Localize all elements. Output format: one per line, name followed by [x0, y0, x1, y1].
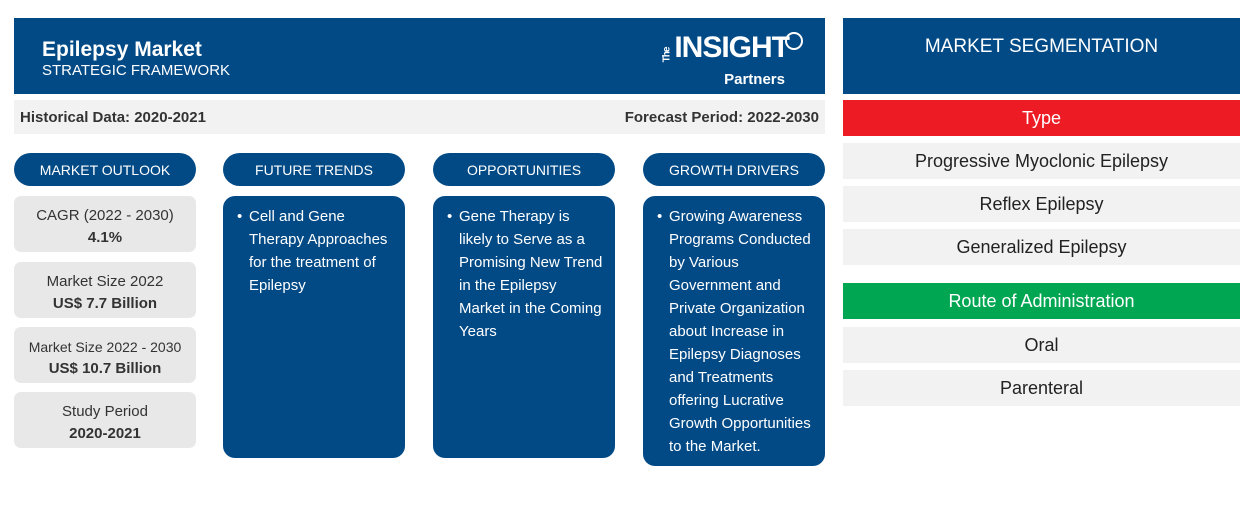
opportunities-box: • Gene Therapy is likely to Serve as a Pr…	[433, 196, 615, 458]
segment-item: Oral	[843, 327, 1240, 363]
segment-item: Progressive Myoclonic Epilepsy	[843, 143, 1240, 179]
outlook-card-market-size-forecast: Market Size 2022 - 2030 US$ 10.7 Billion	[14, 327, 196, 383]
segment-type-header: Type	[843, 100, 1240, 136]
segmentation-title: MARKET SEGMENTATION	[843, 18, 1240, 94]
forecast-period: Forecast Period: 2022-2030	[624, 109, 819, 126]
page-title: Epilepsy Market	[42, 38, 202, 61]
historical-data: Historical Data: 2020-2021	[20, 109, 206, 126]
future-trends-header: FUTURE TRENDS	[223, 153, 405, 186]
page-subtitle: STRATEGIC FRAMEWORK	[42, 62, 231, 79]
growth-drivers-header: GROWTH DRIVERS	[643, 153, 825, 186]
market-outlook-header: MARKET OUTLOOK	[14, 153, 196, 186]
segment-route-header: Route of Administration	[843, 283, 1240, 319]
insight-partners-logo: TheINSIGHT Partners	[660, 32, 803, 88]
future-trends-box: • Cell and Gene Therapy Approaches for th…	[223, 196, 405, 458]
outlook-card-cagr: CAGR (2022 - 2030) 4.1%	[14, 196, 196, 252]
outlook-card-market-size-2022: Market Size 2022 US$ 7.7 Billion	[14, 262, 196, 318]
outlook-card-study-period: Study Period 2020-2021	[14, 392, 196, 448]
opportunities-header: OPPORTUNITIES	[433, 153, 615, 186]
header-banner: Epilepsy Market STRATEGIC FRAMEWORK TheI…	[14, 18, 825, 94]
growth-drivers-box: • Growing Awareness Programs Conducted by…	[643, 196, 825, 466]
segment-item: Parenteral	[843, 370, 1240, 406]
segment-item: Reflex Epilepsy	[843, 186, 1240, 222]
period-bar: Historical Data: 2020-2021 Forecast Peri…	[14, 100, 825, 134]
segment-item: Generalized Epilepsy	[843, 229, 1240, 265]
